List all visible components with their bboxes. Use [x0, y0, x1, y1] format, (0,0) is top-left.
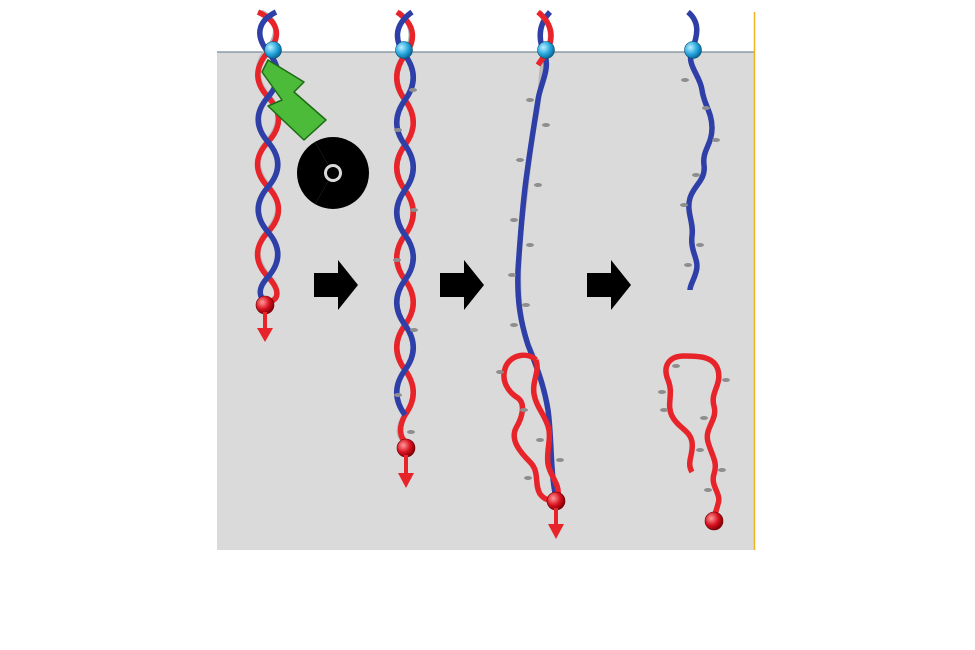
- dna-stage-2: [393, 9, 418, 445]
- force-arrow-icon: [398, 455, 414, 488]
- blue-strand: [394, 9, 416, 417]
- damage-sites: [680, 78, 720, 267]
- tether-bead-icon: [264, 41, 282, 59]
- blue-strand: [686, 9, 715, 291]
- end-bead-icon: [396, 438, 416, 458]
- radiation-icon: [296, 136, 370, 210]
- lightning-bolt-icon: [261, 59, 327, 141]
- end-bead-icon: [704, 511, 724, 531]
- end-bead-icon: [255, 295, 275, 315]
- dna-stage-4: [658, 9, 730, 519]
- force-arrow-icon: [548, 508, 564, 539]
- blue-strand: [515, 10, 559, 499]
- tether-bead-icon: [395, 41, 413, 59]
- damage-sites: [658, 364, 730, 492]
- tether-bead-icon: [537, 41, 555, 59]
- end-bead-icon: [546, 491, 566, 511]
- red-strand: [254, 9, 282, 305]
- red-strand: [663, 353, 722, 519]
- arrow-right-icon: [440, 260, 484, 310]
- damage-sites: [393, 88, 418, 434]
- arrow-right-icon: [587, 260, 631, 310]
- arrow-right-icon: [314, 260, 358, 310]
- force-arrow-icon: [257, 312, 273, 342]
- tether-bead-icon: [684, 41, 702, 59]
- damage-sites: [496, 98, 564, 480]
